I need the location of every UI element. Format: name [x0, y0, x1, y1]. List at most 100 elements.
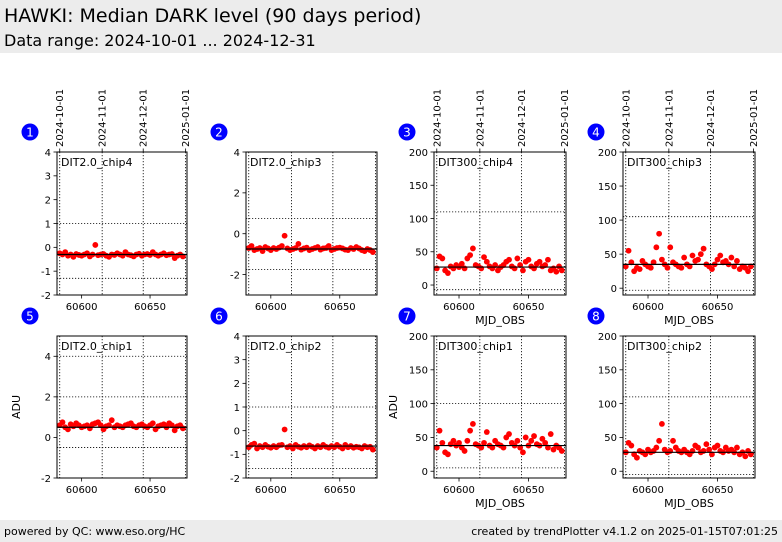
data-point [478, 265, 485, 272]
data-point [108, 417, 115, 424]
data-point [653, 444, 660, 451]
y-tick-label: 100 [409, 399, 428, 410]
data-point [714, 256, 721, 263]
y-tick-label: 150 [598, 182, 617, 193]
data-point [659, 256, 665, 263]
x-tick-label: 60600 [255, 485, 287, 496]
data-point [689, 252, 696, 259]
data-point [439, 439, 446, 446]
data-point [558, 267, 565, 274]
data-point [703, 441, 710, 448]
panel-number: 1 [26, 125, 34, 139]
data-point [633, 454, 640, 461]
y-axis-label: ADU [10, 395, 23, 419]
data-point [545, 256, 551, 263]
chip-label: DIT2.0_chip2 [250, 340, 321, 353]
panel-number: 2 [215, 125, 223, 139]
data-point [734, 444, 740, 451]
data-point [514, 255, 521, 262]
data-point [464, 437, 471, 444]
y-tick-label: 0 [45, 243, 51, 254]
header-bar: HAWKI: Median DARK level (90 days period… [0, 0, 782, 53]
x-tick-label: 60650 [702, 485, 734, 496]
plot-area [57, 336, 187, 478]
data-point [664, 264, 671, 271]
chart-panel-1: -2 -1 0 1 2 3 4 60600 60650 2024-10-01 2024-11-01 2… [21, 89, 192, 313]
panel-number: 5 [26, 309, 34, 323]
chip-label: DIT2.0_chip1 [61, 340, 132, 353]
data-point [647, 264, 654, 271]
data-point [695, 256, 701, 263]
plot-area [434, 152, 566, 295]
data-point [470, 421, 476, 427]
x-tick-label: 60650 [513, 485, 545, 496]
x-tick-label: 60600 [443, 302, 475, 313]
data-point [281, 426, 288, 433]
data-point [542, 439, 549, 446]
data-point [520, 267, 526, 274]
date-tick-label: 2025-01-01 [560, 89, 571, 147]
y-tick-label: 100 [598, 216, 617, 227]
data-point [295, 241, 302, 247]
panel-number-badge [398, 123, 416, 141]
data-point [433, 265, 440, 272]
y-tick-label: 1 [234, 403, 240, 414]
date-tick-label: 2024-10-01 [432, 89, 443, 147]
y-tick-label: -2 [230, 270, 240, 281]
chart-panel-4: 0 50 100 150 200 60600 60650 2024-10-01 2024-11-… [587, 89, 760, 327]
y-tick-label: 0 [422, 467, 428, 478]
y-tick-label: 2 [45, 195, 51, 206]
panel-number: 4 [592, 125, 600, 139]
data-point [481, 254, 487, 260]
data-point [742, 453, 749, 460]
footer-generator: created by trendPlotter v4.1.2 on 2025-0… [471, 525, 778, 538]
data-point [697, 251, 704, 258]
y-tick-label: -2 [230, 474, 240, 485]
y-tick-label: 150 [409, 366, 428, 377]
data-point [659, 421, 665, 427]
data-point [653, 244, 660, 251]
date-tick-label: 2024-11-01 [98, 89, 109, 147]
data-point [625, 247, 632, 254]
plot-frame [622, 151, 756, 296]
plot-frame [56, 335, 188, 479]
panel-number: 7 [403, 309, 411, 323]
data-point [667, 448, 674, 454]
data-point [709, 266, 715, 273]
y-tick-label: 150 [409, 181, 428, 192]
data-point [281, 232, 288, 239]
y-tick-label: 3 [234, 355, 240, 366]
y-tick-label: 0 [234, 426, 240, 437]
y-tick-label: -2 [41, 291, 51, 302]
data-point [670, 437, 676, 444]
y-tick-label: 4 [234, 148, 240, 159]
data-point [278, 243, 285, 249]
footer-credit: powered by QC: www.eso.org/HC [4, 525, 186, 538]
data-point [369, 249, 376, 256]
data-point [481, 439, 487, 446]
chart-panel-5: -2 0 2 4 60600 60650 DIT2.0_chip1 5 ADU [10, 307, 188, 496]
chip-label: DIT300_chip1 [438, 340, 513, 353]
data-point [553, 268, 560, 275]
x-tick-label: 60600 [632, 485, 664, 496]
date-tick-label: 2024-11-01 [664, 89, 675, 147]
chip-label: DIT2.0_chip3 [250, 156, 321, 169]
x-axis-label: MJD_OBS [475, 497, 525, 510]
y-tick-label: 0 [611, 284, 617, 295]
data-point [745, 268, 751, 275]
x-tick-label: 60650 [134, 302, 166, 313]
y-tick-label: 150 [598, 366, 617, 377]
data-point [689, 448, 696, 454]
y-tick-label: 100 [409, 214, 428, 225]
panel-number: 8 [592, 309, 600, 323]
date-tick-label: 2024-11-01 [475, 89, 486, 147]
data-point [483, 429, 490, 435]
data-point [636, 266, 643, 273]
y-axis-label: ADU [387, 395, 400, 419]
data-point [511, 265, 518, 272]
y-tick-label: 1 [45, 219, 51, 230]
y-tick-label: 2 [234, 189, 240, 200]
chip-label: DIT300_chip2 [627, 340, 702, 353]
data-point [700, 245, 707, 252]
